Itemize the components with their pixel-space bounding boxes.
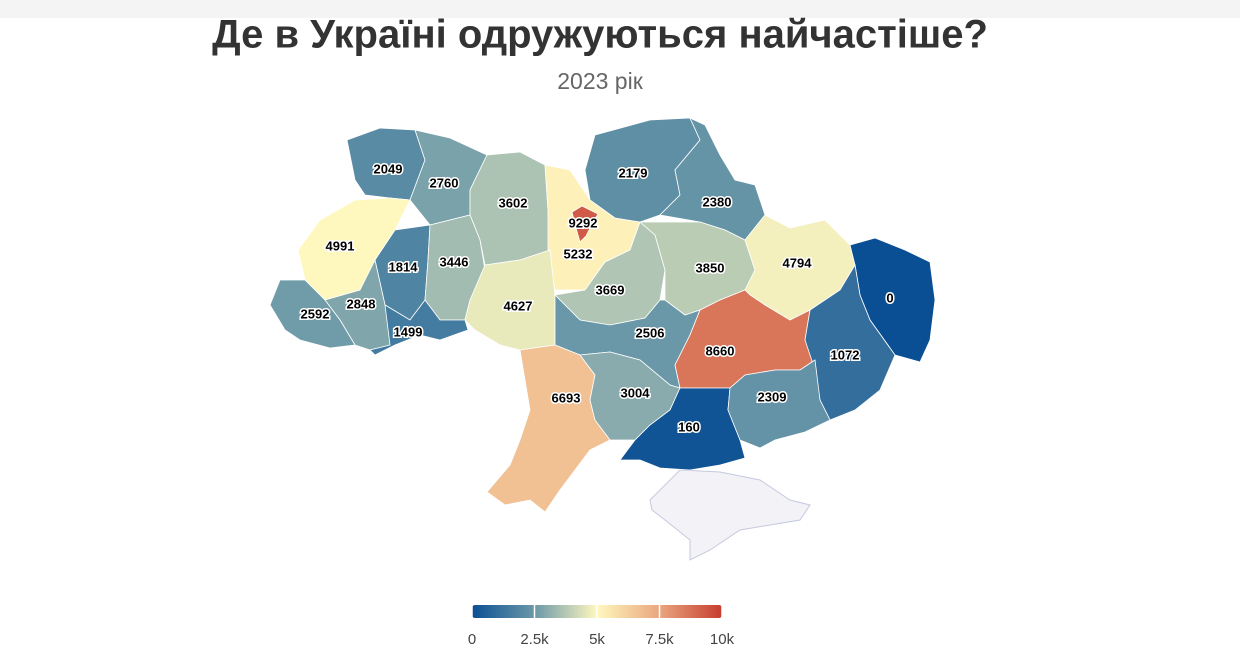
crimea [649,469,811,561]
region-label: 2592 [301,306,330,321]
region-label: 2848 [347,296,376,311]
region [727,359,831,449]
region-label: 8660 [706,343,735,358]
region-label: 4991 [326,238,355,253]
colorbar-tick-label: 0 [468,631,476,648]
region-label: 3446 [440,254,469,269]
region [571,205,599,243]
region-label: 2380 [703,194,732,209]
region-label: 1814 [389,259,419,274]
colorbar-tick-label: 10k [710,631,735,648]
region-label: 1072 [831,347,860,362]
chart-subtitle: 2023 рік [557,68,643,94]
region-label: 3004 [621,385,651,400]
region [369,299,469,356]
chart-title: Де в Україні одружуються найчастіше? [212,13,988,57]
region-label: 4794 [783,255,813,270]
region [269,279,356,349]
region-label: 2309 [758,389,787,404]
region-label: 2049 [374,161,403,176]
region-label: 3602 [499,195,528,210]
region-label: 3669 [596,282,625,297]
top-bar [0,0,1240,18]
colorbar-tick-label: 5k [589,631,605,648]
colorbar-tick-label: 2.5k [520,631,549,648]
region-label: 1499 [394,324,423,339]
region-label: 6693 [552,390,581,405]
region-label: 160 [678,419,700,434]
region-label: 5232 [564,246,593,261]
region-label: 2506 [636,325,665,340]
region-label: 0 [886,290,893,305]
region-label: 2179 [619,165,648,180]
region-label: 2760 [430,175,459,190]
region-label: 4627 [504,298,533,313]
region-label: 9292 [569,215,598,230]
colorbar-tick-label: 7.5k [645,631,674,648]
region-label: 3850 [696,260,725,275]
